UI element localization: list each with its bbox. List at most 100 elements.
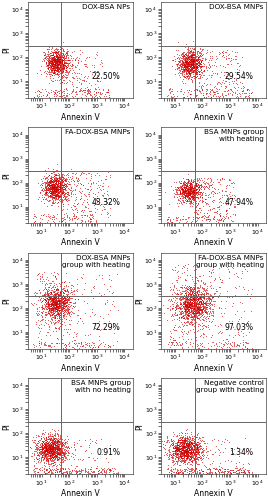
Point (187, 450, 192, 458)
Point (53, 182, 58, 190)
Point (53, 179, 57, 187)
Point (176, 456, 180, 464)
Point (47, 290, 51, 298)
Point (50, 180, 54, 188)
Point (64, 290, 68, 298)
Point (49, 62, 53, 70)
Point (168, 450, 172, 458)
Point (64, 74, 68, 82)
Point (191, 53, 195, 61)
Point (219, 263, 223, 271)
Point (43, 50, 47, 58)
Point (66, 305, 70, 313)
Point (54, 300, 58, 308)
Point (215, 86, 219, 94)
Point (184, 306, 188, 314)
Point (52, 88, 57, 96)
Point (201, 90, 205, 98)
Point (204, 182, 209, 190)
Point (40, 85, 44, 93)
Point (34, 441, 38, 449)
Point (84, 196, 89, 203)
Point (58, 289, 62, 297)
Point (55, 52, 59, 60)
Point (189, 444, 193, 452)
Point (51, 454, 55, 462)
Point (178, 190, 182, 198)
Point (99, 271, 104, 279)
Point (190, 440, 194, 448)
Point (55, 268, 59, 276)
Point (183, 185, 187, 193)
Point (183, 188, 188, 196)
Point (185, 60, 189, 68)
Point (55, 198, 60, 206)
Point (235, 443, 240, 451)
Point (249, 90, 254, 98)
Point (176, 46, 180, 54)
Point (189, 52, 193, 60)
Point (187, 68, 191, 76)
Point (34, 432, 39, 440)
Point (185, 186, 190, 194)
Point (75, 181, 79, 189)
Point (180, 194, 184, 202)
Point (40, 448, 44, 456)
Point (79, 442, 84, 450)
Point (47, 452, 52, 460)
Point (176, 68, 181, 76)
Point (87, 169, 91, 177)
Point (62, 62, 66, 70)
Point (193, 79, 198, 87)
Point (58, 42, 62, 50)
Point (173, 458, 178, 466)
Point (75, 69, 79, 77)
Point (179, 447, 183, 455)
Point (194, 62, 198, 70)
Point (181, 439, 186, 447)
Point (43, 296, 47, 304)
Point (187, 68, 192, 76)
Point (184, 62, 188, 70)
Point (57, 176, 61, 184)
Point (63, 448, 67, 456)
Point (187, 454, 192, 462)
Point (171, 338, 176, 346)
Point (187, 57, 191, 65)
Point (71, 287, 76, 295)
Point (53, 292, 57, 300)
Point (65, 298, 69, 306)
Point (103, 454, 108, 462)
Point (49, 302, 53, 310)
Point (192, 466, 196, 474)
Point (195, 293, 199, 301)
Point (193, 288, 198, 296)
Point (54, 441, 59, 449)
Point (42, 186, 46, 194)
Point (179, 190, 183, 198)
Point (186, 56, 190, 64)
Point (58, 297, 62, 305)
Point (60, 293, 64, 301)
Point (197, 309, 201, 317)
Point (53, 313, 58, 321)
Point (61, 444, 65, 452)
Point (180, 320, 185, 328)
Point (51, 461, 55, 469)
Point (185, 56, 189, 64)
Point (186, 439, 190, 447)
Point (195, 210, 199, 218)
Point (38, 295, 42, 303)
Point (179, 448, 183, 456)
Point (200, 448, 204, 456)
Point (185, 452, 189, 460)
Point (179, 282, 183, 290)
Point (57, 467, 62, 475)
Point (57, 298, 62, 306)
Point (94, 91, 99, 99)
Point (48, 189, 53, 197)
Point (85, 52, 89, 60)
Point (46, 439, 50, 447)
Point (58, 68, 62, 76)
Point (191, 325, 195, 333)
